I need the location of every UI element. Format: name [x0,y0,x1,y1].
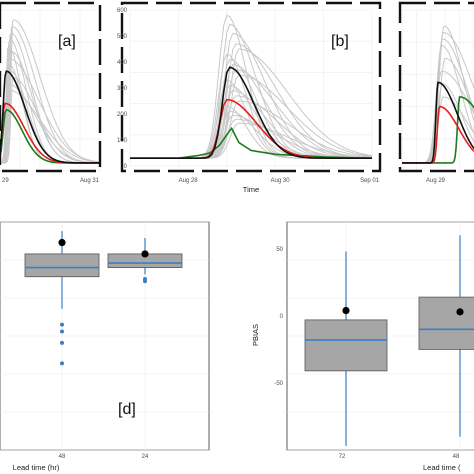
x-tick-label: Aug 28 [179,178,199,184]
panel-b-label: [b] [331,33,349,50]
panel-a: [a] 29 Aug 31 [0,1,102,184]
box [418,296,474,350]
panel-e-y-ticks: -50 0 50 [274,247,283,387]
y-tick-label: 100 [117,138,128,144]
panel-c-x-tick: Aug 29 [426,178,446,184]
y-tick-label: 0 [280,314,284,320]
panel-d-x-tick: 48 [59,454,66,460]
ensemble-mean-line [130,66,372,159]
panel-d-boxes [24,231,183,366]
outlier-point [60,322,64,327]
panel-e-x-axis-label: Lead time ( [423,463,461,472]
x-tick-label: Aug 30 [271,178,291,184]
outlier-point [60,361,64,366]
y-tick-label: 500 [117,34,128,40]
y-tick-label: 0 [124,164,128,170]
ensemble-member-line [0,83,100,164]
panel-c-frame [398,1,474,173]
panel-b-x-ticks: Aug 28 Aug 30 Sep 01 [179,178,380,184]
ensemble-member-line [0,57,101,164]
panel-c-grid [401,9,474,172]
outlier-point [143,279,147,284]
ensemble-member-line [0,89,101,164]
observed-point [58,238,66,247]
panel-b-x-axis-label: Time [243,185,259,194]
y-tick-label: 50 [276,247,283,253]
panel-e-x-tick: 72 [339,454,346,460]
y-tick-label: 400 [117,60,128,66]
panel-d-label: [d] [118,401,136,418]
panel-a-x-tick: Aug 31 [80,178,100,184]
x-tick-label: Sep 01 [360,178,380,184]
panel-d-x-axis-label: Lead time (hr) [13,463,60,472]
panel-b: [b] 0 100 200 300 400 500 600 Aug 28 Aug 30 Sep … [117,1,382,194]
panel-c: Aug 29 [398,1,474,184]
panel-e-y-axis-label: PBIAS [251,324,260,346]
panel-b-grid [129,9,373,167]
observed-point [456,308,464,316]
y-tick-label: 600 [117,8,128,14]
observed-line [130,126,373,159]
box [304,319,388,372]
panel-d-grid [0,221,209,451]
observed-point [342,306,350,315]
observed-point [141,250,149,258]
panel-e: -50 0 50 PBIAS 72 48 Lead time ( [251,221,474,472]
panel-d-x-tick: 24 [142,454,149,460]
panel-a-label: [a] [58,33,76,50]
ensemble-mean-line [0,70,100,164]
panel-b-frame [120,1,382,173]
panel-a-frame [0,1,102,173]
box [24,253,100,278]
y-tick-label: 300 [117,86,128,92]
y-tick-label: -50 [274,381,283,387]
panel-e-x-tick: 48 [453,454,460,460]
panel-e-boxes [304,235,474,446]
outlier-point [60,340,64,345]
panel-b-series-lines [130,66,373,159]
panel-d: [d] 48 24 Lead time (hr) [0,221,210,472]
ensemble-mean-line [402,81,474,164]
outlier-point [60,329,64,334]
panel-a-series-lines [0,70,100,164]
panel-a-x-tick: 29 [2,178,9,184]
y-tick-label: 200 [117,112,128,118]
panel-c-series-lines [402,81,474,164]
panel-b-y-ticks: 0 100 200 300 400 500 600 [117,8,128,170]
ensemble-member-line [0,77,101,164]
